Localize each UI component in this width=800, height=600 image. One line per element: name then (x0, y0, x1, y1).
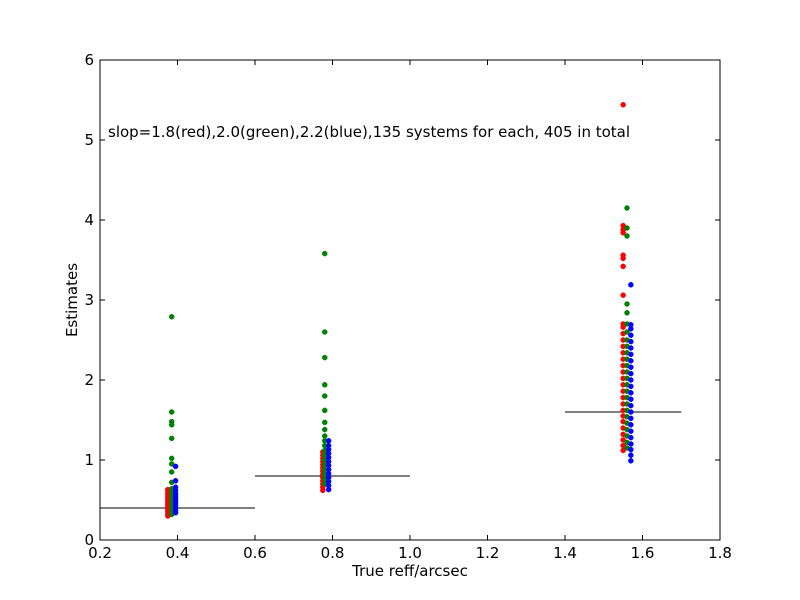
data-point-blue (628, 402, 634, 409)
data-point-blue (628, 446, 634, 453)
data-point-blue (628, 358, 634, 364)
data-point-green (168, 469, 175, 475)
data-point-blue (628, 332, 634, 338)
x-tick-label: 1.4 (553, 544, 577, 562)
data-point-red (620, 102, 626, 108)
data-point-red (620, 442, 626, 449)
data-point-green (322, 250, 328, 257)
data-point-green (322, 426, 328, 433)
data-point-green (624, 233, 630, 239)
data-point-blue (628, 452, 634, 458)
y-tick-label: 3 (84, 291, 94, 309)
data-point-blue (628, 383, 634, 390)
y-tick-label: 5 (84, 131, 94, 149)
data-point-red (620, 437, 626, 443)
data-point-blue (628, 322, 634, 328)
data-point-green (624, 225, 630, 231)
data-point-blue (628, 428, 634, 434)
data-point-blue (628, 338, 634, 345)
x-tick-label: 1.2 (476, 544, 500, 562)
data-point-blue (628, 345, 634, 351)
data-point-green (624, 310, 630, 316)
data-point-blue (172, 463, 179, 470)
data-point-blue (628, 370, 634, 377)
data-point-blue (628, 364, 634, 370)
data-point-green (168, 409, 175, 415)
data-point-green (322, 393, 328, 399)
data-point-red (620, 222, 626, 229)
y-tick-label: 6 (84, 51, 94, 69)
x-tick-label: 1.8 (708, 544, 732, 562)
data-point-blue (628, 351, 634, 358)
data-point-green (168, 314, 175, 320)
y-tick-label: 1 (84, 451, 94, 469)
y-axis-label: Estimates (63, 263, 81, 337)
data-point-red (620, 263, 626, 270)
x-tick-label: 1.0 (398, 544, 422, 562)
data-point-blue (172, 478, 179, 484)
data-point-blue (628, 377, 634, 383)
data-point-green (168, 435, 175, 442)
chart-annotation: slop=1.8(red),2.0(green),2.2(blue),135 s… (108, 123, 630, 141)
data-point-blue (325, 438, 332, 444)
data-point-blue (628, 458, 634, 464)
x-tick-label: 0.4 (166, 544, 190, 562)
data-point-green (168, 461, 175, 467)
data-point-green (322, 433, 328, 439)
y-tick-label: 4 (84, 211, 94, 229)
x-tick-label: 1.6 (631, 544, 655, 562)
data-point-green (322, 329, 328, 335)
data-point-green (168, 418, 175, 425)
y-tick-label: 0 (84, 531, 94, 549)
data-point-green (322, 382, 328, 388)
x-axis-ticks: 0.2 0.4 0.6 0.8 1.0 1.2 1.4 1.6 1.8 (88, 60, 732, 562)
data-point-blue (628, 441, 634, 447)
plot-area (100, 60, 720, 540)
y-axis-ticks: 0 1 2 3 4 5 6 (84, 51, 720, 549)
data-point-green (624, 205, 630, 211)
data-point-green (168, 455, 175, 462)
y-tick-label: 2 (84, 371, 94, 389)
data-point-blue (628, 390, 634, 396)
data-point-blue (628, 282, 634, 288)
x-tick-label: 0.8 (321, 544, 345, 562)
data-point-green (322, 407, 328, 414)
x-tick-label: 0.6 (243, 544, 267, 562)
data-point-blue (628, 415, 634, 422)
data-point-blue (628, 422, 634, 428)
data-point-blue (172, 484, 179, 490)
data-point-green (624, 329, 630, 335)
data-points (165, 102, 634, 519)
data-point-green (624, 301, 630, 307)
data-point-green (322, 354, 328, 361)
x-tick-label: 0.2 (88, 544, 112, 562)
data-point-blue (628, 434, 634, 441)
data-point-green (322, 419, 328, 426)
data-point-blue (628, 396, 634, 402)
data-point-red (620, 252, 626, 258)
data-point-blue (628, 409, 634, 415)
data-point-red (620, 292, 626, 298)
data-point-blue (325, 442, 332, 449)
x-axis-label: True reff/arcsec (351, 562, 468, 580)
